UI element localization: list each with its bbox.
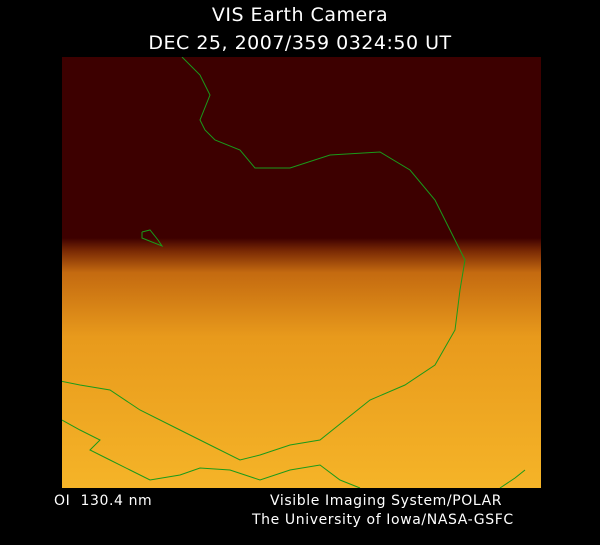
coastline-right (499, 469, 526, 488)
earth-image (62, 57, 541, 488)
credit-label: The University of Iowa/NASA-GSFC (252, 512, 514, 528)
coastline-island (141, 229, 164, 248)
image-title: VIS Earth Camera (211, 4, 389, 26)
coastline-lower (62, 419, 361, 488)
coastline (62, 57, 466, 461)
wavelength-label: OI 130.4 nm (54, 493, 153, 509)
image-timestamp: DEC 25, 2007/359 0324:50 UT (148, 32, 452, 54)
instrument-label: Visible Imaging System/POLAR (270, 493, 503, 509)
aurora-image-field (62, 57, 541, 488)
